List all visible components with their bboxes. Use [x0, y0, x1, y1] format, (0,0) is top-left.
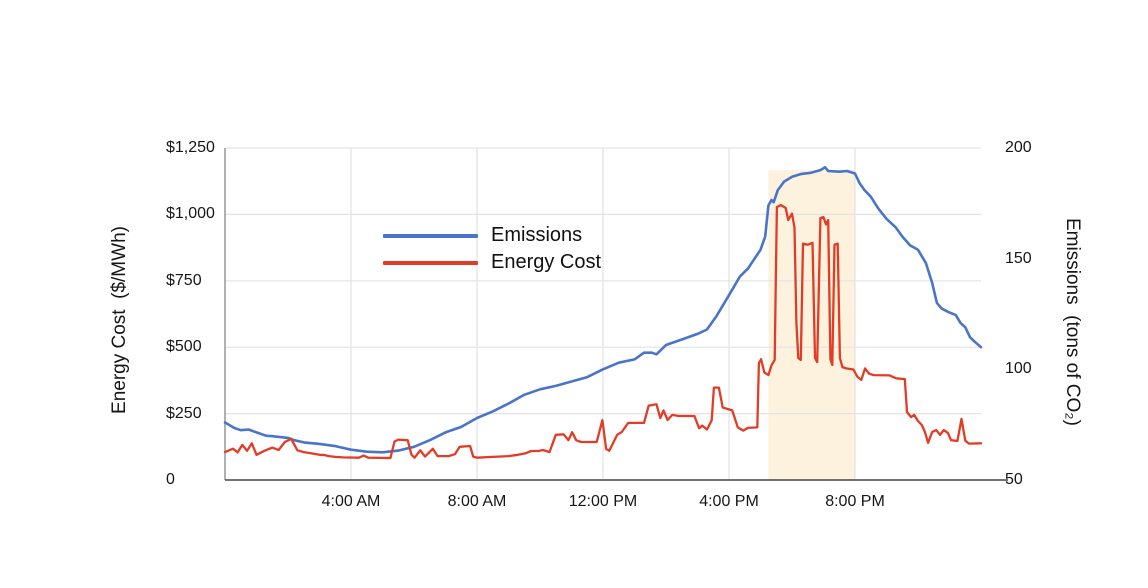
- emissions-line-swatch: [383, 233, 478, 238]
- left-axis-tick: $750: [166, 272, 202, 289]
- x-axis-tick: 4:00 AM: [321, 493, 381, 510]
- left-axis-tick: $1,000: [166, 205, 215, 222]
- right-axis-tick: 200: [1005, 139, 1032, 156]
- legend: Emissions Energy Cost: [383, 222, 601, 276]
- x-axis-tick: 12:00 PM: [568, 493, 638, 510]
- right-axis-tick: 100: [1005, 360, 1032, 377]
- right-axis-tick: 150: [1005, 250, 1032, 267]
- left-axis-title: Energy Cost ($/MWh): [109, 226, 130, 414]
- left-axis-tick: $1,250: [166, 139, 215, 156]
- x-axis-tick: 8:00 AM: [447, 493, 507, 510]
- x-axis-tick: 4:00 PM: [699, 493, 759, 510]
- left-axis-tick: $250: [166, 405, 202, 422]
- legend-item-energy-cost: Energy Cost: [383, 249, 601, 276]
- energy-cost-line-swatch: [383, 260, 478, 265]
- right-axis-tick: 50: [1005, 471, 1023, 488]
- legend-label-emissions: Emissions: [491, 224, 583, 246]
- left-axis-tick: $500: [166, 338, 202, 355]
- left-axis-tick: 0: [166, 471, 175, 488]
- legend-item-emissions: Emissions: [383, 222, 601, 249]
- right-axis-title: Emissions (tons of CO₂): [1062, 218, 1083, 426]
- x-axis-tick: 8:00 PM: [825, 493, 885, 510]
- legend-label-energy-cost: Energy Cost: [491, 251, 602, 273]
